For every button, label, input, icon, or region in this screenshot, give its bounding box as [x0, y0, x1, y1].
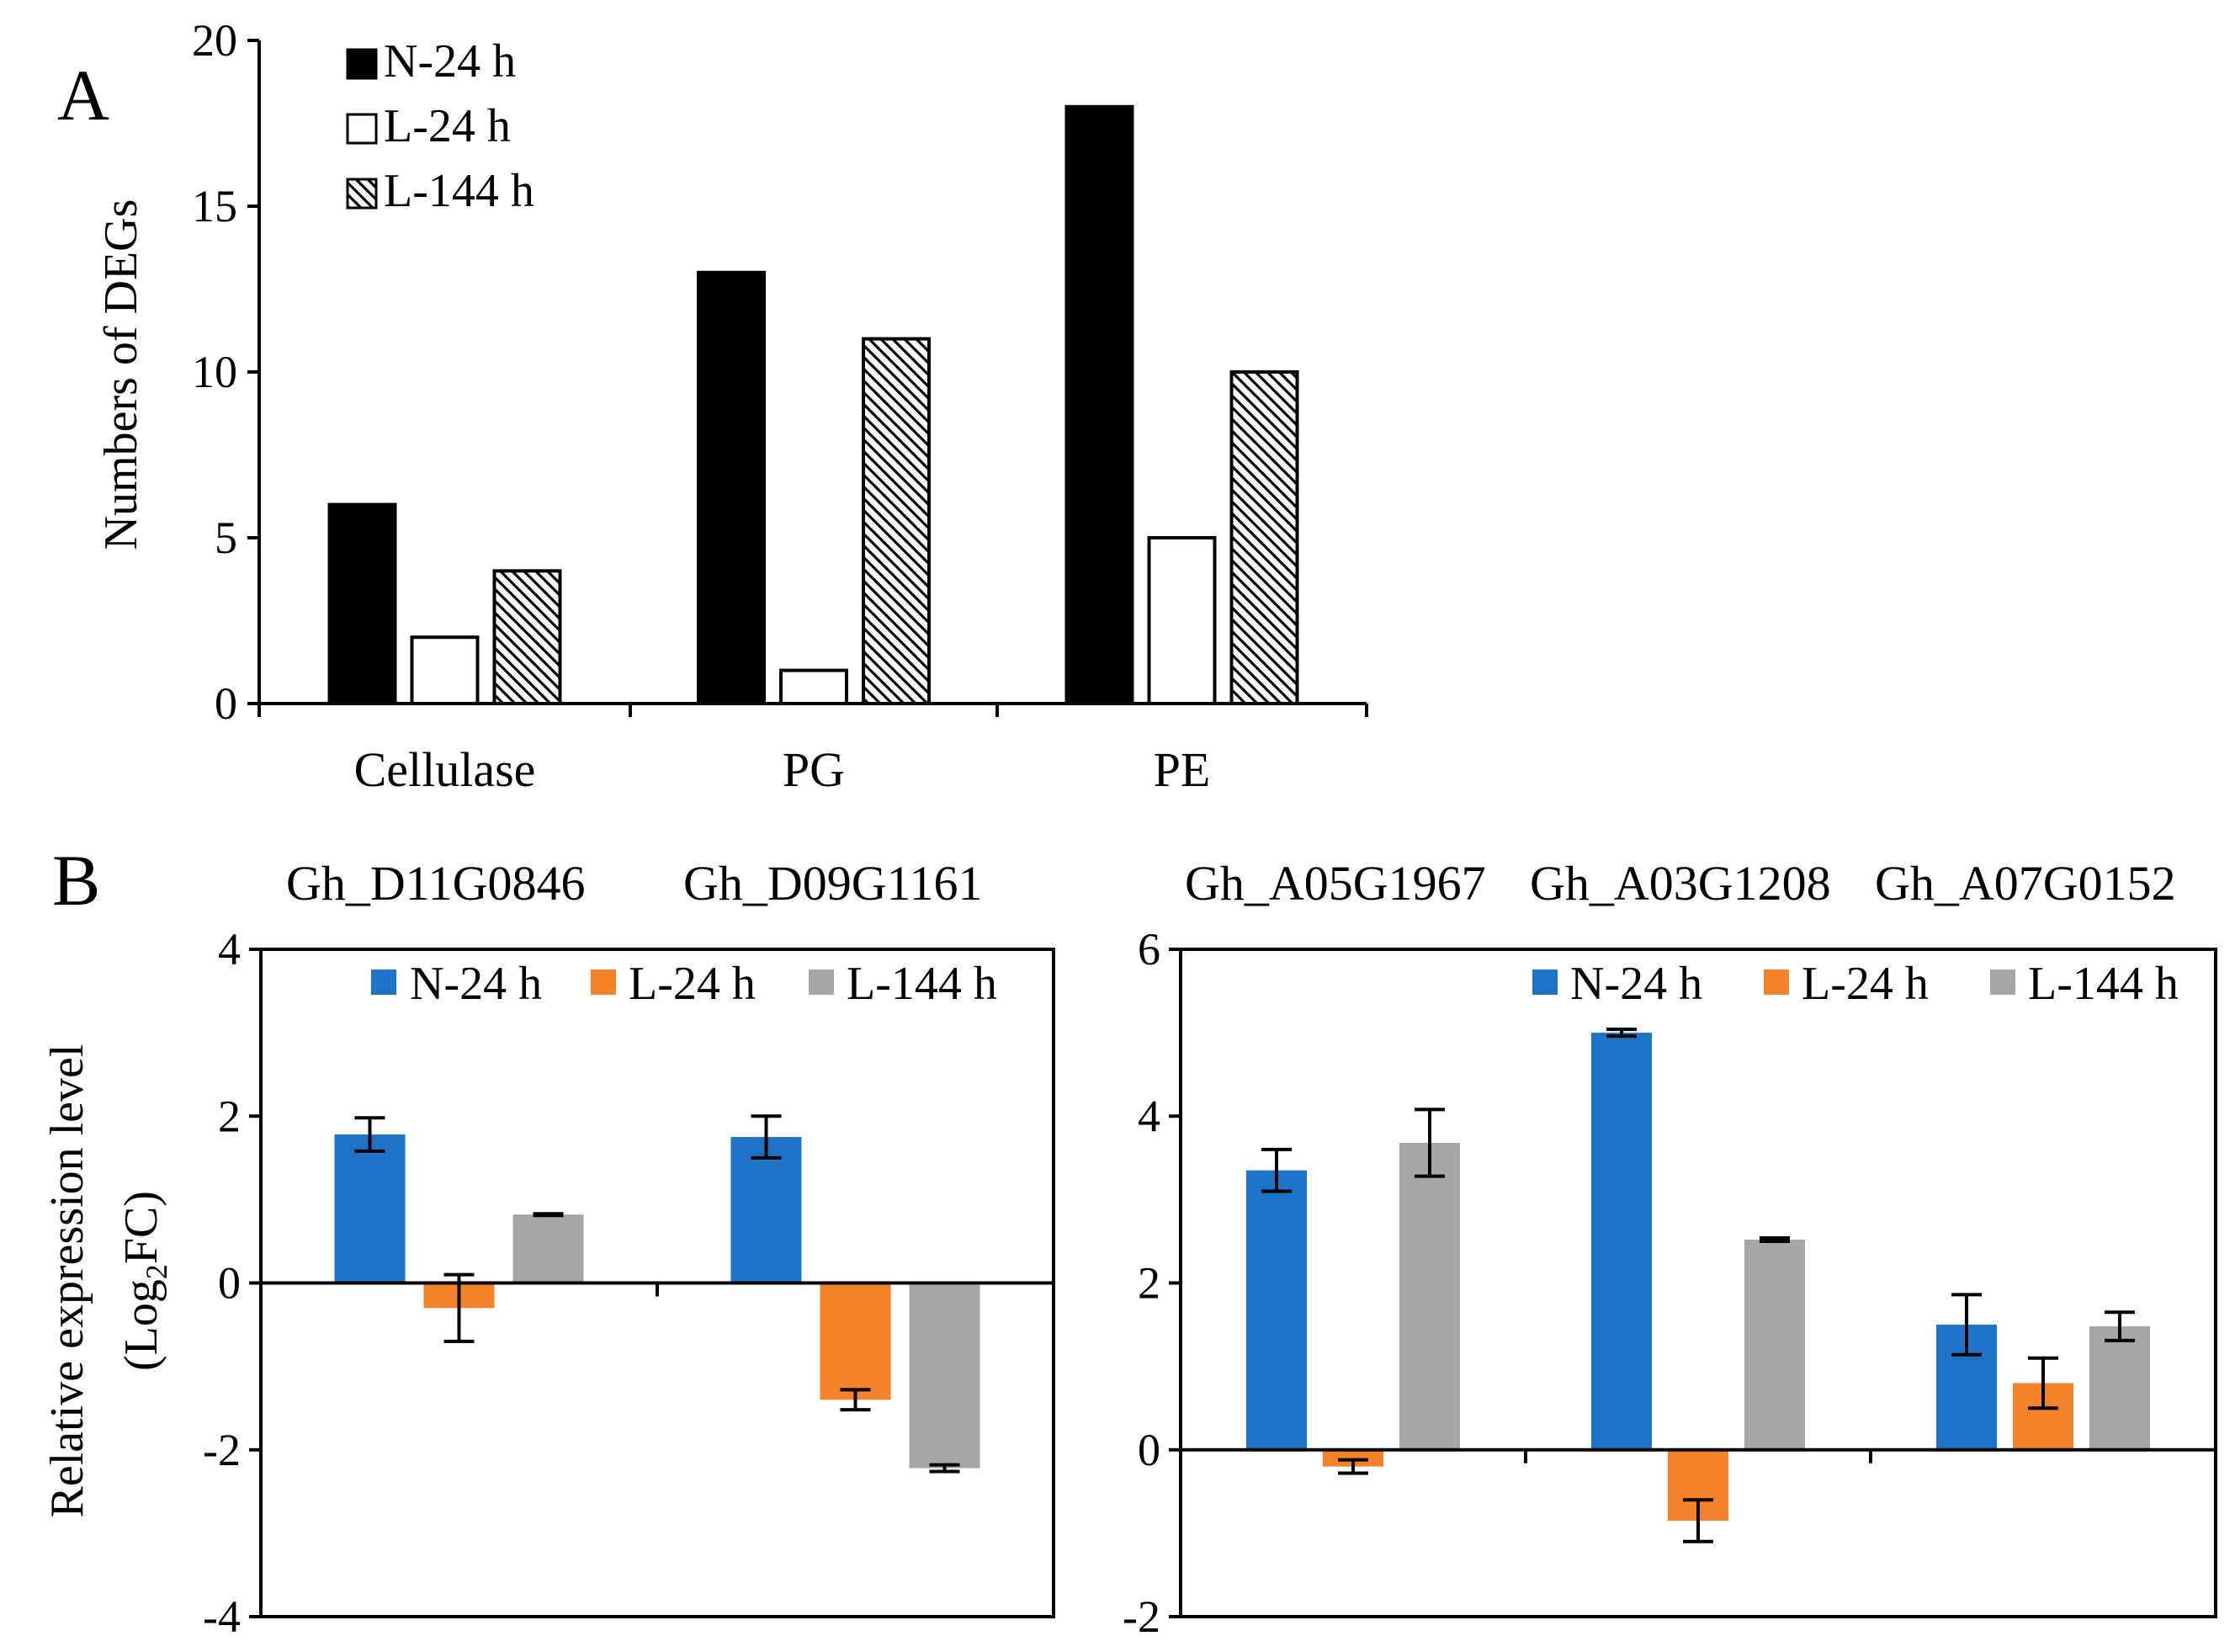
chart-b2-ytick-label: 4: [1138, 1091, 1160, 1141]
legend-b1-label-l24: L-24 h: [629, 958, 756, 1010]
legend-a-label-l24: L-24 h: [384, 100, 511, 152]
bar-gh-a03g1208-l-144-h: [1744, 1239, 1805, 1450]
gene-label-gh-a03g1208: Gh_A03G1208: [1530, 856, 1831, 911]
chart-a-y-axis-title: Numbers of DEGs: [95, 199, 147, 550]
bar-gh-a07g0152-l-144-h: [2089, 1326, 2150, 1450]
bar-a-pg-l-144-h: [862, 337, 931, 705]
chart-a-ytick-label: 5: [215, 513, 237, 563]
bar-a-cellulase-l-24-h: [410, 635, 480, 706]
chart-a-ytick-label: 15: [192, 181, 237, 231]
bar-a-pg-l-24-h: [779, 668, 848, 705]
legend-b2-label-l144: L-144 h: [2028, 958, 2179, 1010]
chart-b1-legend: N-24 h L-24 h L-144 h: [371, 958, 997, 1010]
chart-b2-ytick-label: -2: [1123, 1591, 1160, 1642]
chart-b1-ytick-label: 4: [218, 924, 241, 975]
legend-b2-swatch-l24: [1764, 969, 1789, 995]
gene-label-gh-d11g0846: Gh_D11G0846: [286, 856, 586, 911]
legend-b1-swatch-n24: [371, 969, 396, 995]
bar-gh-d09g1161-n-24-h: [730, 1137, 802, 1283]
chart-b1: -4 -2 0 2 4 N-24 h L-24 h L-144 h: [203, 924, 1055, 1642]
legend-b2-swatch-l144: [1990, 969, 2015, 995]
chart-b1-ytick-label: 2: [218, 1091, 241, 1141]
bar-gh-a05g1967-l-144-h: [1399, 1142, 1460, 1450]
chart-b-y-axis-title: Relative expression level: [41, 1044, 93, 1518]
legend-a-swatch-l24: [346, 113, 378, 145]
bar-a-pg-n-24-h: [697, 270, 766, 705]
chart-b-y-axis-title-unit-sub: 2: [140, 1264, 173, 1279]
legend-b1-swatch-l24: [591, 969, 616, 995]
chart-b1-ytick-label: -4: [203, 1591, 241, 1642]
panel-letter-a: A: [57, 55, 109, 135]
bar-a-pe-l-24-h: [1147, 536, 1217, 705]
bar-gh-d09g1161-l-24-h: [820, 1283, 891, 1400]
bar-a-cellulase-l-144-h: [492, 569, 562, 706]
bar-a-pe-l-144-h: [1229, 370, 1299, 705]
legend-b1-label-l144: L-144 h: [847, 958, 997, 1010]
legend-a-swatch-n24: [346, 48, 378, 80]
chart-a-ytick-label: 20: [192, 15, 237, 66]
chart-b2-ytick-label: 2: [1138, 1258, 1160, 1309]
bar-gh-d11g0846-l-144-h: [512, 1214, 584, 1283]
bar-a-cellulase-n-24-h: [327, 502, 397, 705]
chart-b1-ytick-label: -2: [203, 1425, 241, 1475]
chart-b2-ytick-label: 0: [1138, 1425, 1160, 1475]
chart-b2-legend: N-24 h L-24 h L-144 h: [1532, 958, 2179, 1010]
bar-gh-a05g1967-n-24-h: [1246, 1170, 1307, 1450]
legend-a-label-n24: N-24 h: [384, 35, 516, 88]
gene-label-gh-a05g1967: Gh_A05G1967: [1185, 856, 1486, 911]
legend-a-swatch-l144: [346, 178, 378, 210]
legend-a-label-l144: L-144 h: [384, 165, 534, 217]
chart-b1-ytick-label: 0: [218, 1258, 241, 1309]
chart-b2: -2 0 2 4 6 N-24 h L-24 h L-144 h: [1123, 924, 2217, 1642]
chart-a: 0 5 10 15 20 Cellulase PG PE Numbers of DEGs N…: [95, 15, 1368, 797]
chart-b2-ytick-label: 6: [1138, 924, 1160, 975]
chart-a-legend: N-24 h L-24 h L-144 h: [346, 35, 534, 217]
gene-label-gh-d09g1161: Gh_D09G1161: [683, 856, 983, 911]
bar-gh-d11g0846-n-24-h: [334, 1134, 406, 1283]
legend-b1-swatch-l144: [809, 969, 834, 995]
bar-gh-a03g1208-n-24-h: [1591, 1033, 1652, 1450]
panel-letter-b: B: [52, 840, 100, 921]
chart-b-y-axis-title-unit: (Log2FC): [115, 1191, 173, 1371]
chart-b-y-axis-title-unit-end: FC): [115, 1191, 167, 1264]
chart-a-category-pg: PG: [783, 742, 845, 797]
chart-b-y-axis-title-unit-main: (Log: [115, 1279, 167, 1371]
chart-a-ytick-label: 10: [192, 347, 237, 397]
chart-a-category-cellulase: Cellulase: [354, 742, 536, 797]
legend-b1-label-n24: N-24 h: [410, 958, 542, 1010]
chart-a-ytick-label: 0: [215, 678, 237, 729]
legend-b2-swatch-n24: [1532, 969, 1558, 995]
chart-a-category-pe: PE: [1154, 742, 1211, 797]
gene-label-gh-a07g0152: Gh_A07G0152: [1875, 856, 2176, 911]
legend-b2-label-l24: L-24 h: [1802, 958, 1929, 1010]
bar-a-pe-n-24-h: [1064, 104, 1134, 706]
bar-gh-d09g1161-l-144-h: [909, 1283, 980, 1469]
legend-b2-label-n24: N-24 h: [1570, 958, 1702, 1010]
